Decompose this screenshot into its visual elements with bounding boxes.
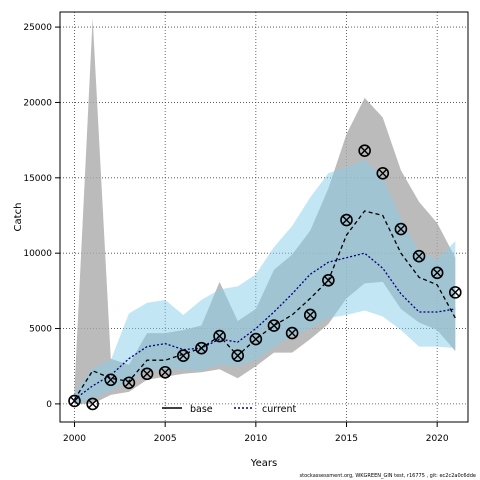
x-tick-label: 2000 bbox=[63, 434, 86, 444]
footer-caption: stockassessment.org, WKGREEN_GIN test, r… bbox=[300, 473, 476, 479]
series-lines bbox=[73, 210, 456, 400]
observed-point bbox=[213, 329, 226, 343]
series-line-base bbox=[73, 210, 456, 400]
observed-point bbox=[177, 349, 190, 362]
x-axis-ticks: 2000 2005 2010 2015 2020 bbox=[63, 422, 449, 444]
legend-label-current: current bbox=[262, 404, 297, 415]
y-tick-label: 5000 bbox=[29, 325, 52, 335]
observed-point bbox=[140, 367, 154, 381]
observed-point bbox=[376, 166, 390, 180]
confidence-bands bbox=[74, 18, 456, 404]
observed-point bbox=[86, 397, 99, 411]
observed-point bbox=[122, 376, 136, 390]
observed-point bbox=[68, 394, 81, 408]
observed-point bbox=[104, 373, 118, 387]
y-tick-label: 10000 bbox=[23, 249, 52, 259]
y-tick-label: 25000 bbox=[23, 23, 52, 33]
observed-point bbox=[430, 266, 444, 280]
observed-point bbox=[394, 222, 408, 236]
plot-frame bbox=[59, 11, 469, 423]
observed-point bbox=[412, 249, 426, 263]
observed-point bbox=[158, 365, 172, 379]
x-tick-label: 2010 bbox=[244, 434, 267, 444]
observed-point bbox=[195, 341, 208, 355]
observed-point bbox=[358, 144, 371, 157]
y-tick-label: 15000 bbox=[23, 174, 52, 184]
x-axis-label: Years bbox=[250, 458, 277, 469]
x-tick-label: 2015 bbox=[335, 434, 358, 444]
observed-point bbox=[322, 274, 335, 287]
x-tick-label: 2020 bbox=[426, 434, 449, 444]
y-axis-label: Catch bbox=[13, 203, 24, 232]
confidence-band-current bbox=[74, 159, 456, 404]
observed-point bbox=[267, 319, 281, 332]
observed-point bbox=[231, 349, 245, 362]
observed-point bbox=[340, 213, 353, 227]
observed-point bbox=[449, 286, 462, 299]
legend: base current bbox=[162, 404, 297, 415]
confidence-band-base bbox=[74, 18, 456, 404]
observed-points bbox=[68, 144, 462, 411]
legend-label-base: base bbox=[190, 404, 213, 415]
x-tick-label: 2005 bbox=[154, 434, 177, 444]
observed-point bbox=[249, 332, 263, 346]
y-tick-label: 0 bbox=[46, 400, 52, 410]
observed-point bbox=[285, 326, 299, 340]
y-tick-label: 20000 bbox=[23, 98, 52, 108]
observed-point bbox=[303, 308, 317, 322]
y-axis-ticks: 0 5000 10000 15000 20000 25000 bbox=[23, 23, 60, 410]
